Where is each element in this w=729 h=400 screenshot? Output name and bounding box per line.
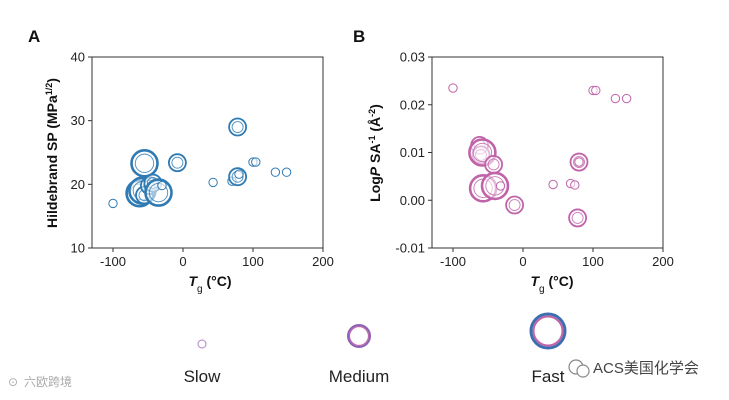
panel-a-point-medium (167, 153, 187, 173)
panel-b-ytick-label: 0.02 (400, 97, 425, 112)
panel-a-xtick-label: -100 (100, 254, 126, 269)
panel-a-point-inner-ring (171, 156, 184, 169)
panel-b-point-inner-ring (573, 156, 585, 169)
panel-a-point-medium (228, 117, 248, 137)
panel-b-xtick-label: 100 (582, 254, 604, 269)
watermark-right-text: ACS美国化学会 (593, 360, 699, 377)
panel-b-ytick-label: 0.03 (400, 50, 425, 65)
legend-medium-label: Medium (329, 367, 389, 386)
panel-a-plot-frame (91, 56, 324, 249)
panel-a-point-slow (157, 180, 167, 191)
panel-a-ytick-label: 10 (71, 241, 85, 256)
panel-a-ytick-label: 30 (71, 113, 85, 128)
panel-a-point-slow (251, 157, 261, 167)
panel-b-point-slow (621, 93, 632, 104)
legend-fast-marker (529, 312, 567, 350)
watermark-left-text: 六欧跨境 (24, 374, 72, 389)
panel-b-point-inner-ring (571, 211, 584, 224)
panel-a-xtick-label: 0 (179, 254, 186, 269)
panel-b-ylabel: LogP SA-1 (Å-2) (367, 104, 383, 202)
panel-b-point-slow (448, 83, 458, 93)
watermark-left-icon: ⊙ (8, 375, 18, 389)
panel-b-point-slow (610, 93, 621, 104)
panel-b-point-slow (495, 181, 506, 191)
panel-b-point-inner-ring (487, 158, 500, 171)
panel-b: B -100 0 100 200 -0.01 0.00 0.01 0.02 0.03 LogP … (353, 27, 674, 295)
panel-b-point-inner-ring (472, 142, 493, 163)
panel-a-xtick-label: 100 (242, 254, 264, 269)
panel-b-xtick-label: -100 (440, 254, 466, 269)
panel-a-point-slow (270, 167, 281, 177)
panel-a-xlabel: Tg (°C) (188, 273, 231, 295)
panel-a: A -100 0 100 200 10 20 30 40 Hildebrand SP (MPa… (28, 27, 334, 295)
panel-b-xtick-label: 0 (519, 254, 526, 269)
panel-a-point-slow (281, 167, 292, 177)
watermark-left: ⊙ 六欧跨境 (8, 374, 72, 389)
panel-a-point-inner-ring (134, 153, 155, 173)
panel-a-point-slow (108, 198, 118, 209)
panel-b-point-medium (505, 195, 524, 215)
panel-a-ytick-label: 40 (71, 50, 85, 65)
panel-b-point-slow (570, 180, 580, 190)
panel-a-letter: A (28, 27, 40, 46)
wechat-icon (568, 359, 590, 378)
panel-b-ytick-label: 0.00 (400, 193, 425, 208)
legend-fast-label: Fast (531, 367, 564, 386)
panel-b-xlabel: Tg (°C) (530, 273, 573, 295)
panel-b-ytick-label: 0.01 (400, 145, 425, 160)
panel-b-point-inner-ring (508, 199, 521, 211)
legend-medium-marker (347, 324, 371, 348)
panel-a-ylabel: Hildebrand SP (MPa1/2) (44, 78, 60, 228)
panel-a-point-slow (208, 177, 218, 188)
panel-b-letter: B (353, 27, 365, 46)
panel-a-xtick-label: 200 (312, 254, 334, 269)
panel-b-plot-frame (431, 56, 664, 249)
panel-a-point-slow (234, 169, 244, 179)
panel-b-xtick-label: 200 (652, 254, 674, 269)
panel-a-ytick-label: 20 (71, 177, 85, 192)
panel-b-ticks: -100 0 100 200 -0.01 0.00 0.01 0.02 0.03 (395, 50, 673, 270)
panel-b-point-slow (548, 179, 558, 190)
panel-b-points (448, 83, 632, 228)
panel-a-point-inner-ring (231, 121, 244, 133)
legend-slow-label: Slow (184, 367, 222, 386)
panel-a-ticks: -100 0 100 200 10 20 30 40 (71, 50, 334, 270)
panel-b-ytick-label: -0.01 (395, 241, 425, 256)
legend: Slow Medium Fast (184, 312, 567, 386)
legend-slow-marker (197, 339, 207, 349)
watermark-right: ACS美国化学会 (568, 359, 699, 378)
panel-a-points (108, 117, 292, 209)
panel-b-point-slow (574, 157, 584, 167)
panel-b-point-slow (591, 85, 601, 96)
panel-b-point-medium (568, 208, 587, 228)
